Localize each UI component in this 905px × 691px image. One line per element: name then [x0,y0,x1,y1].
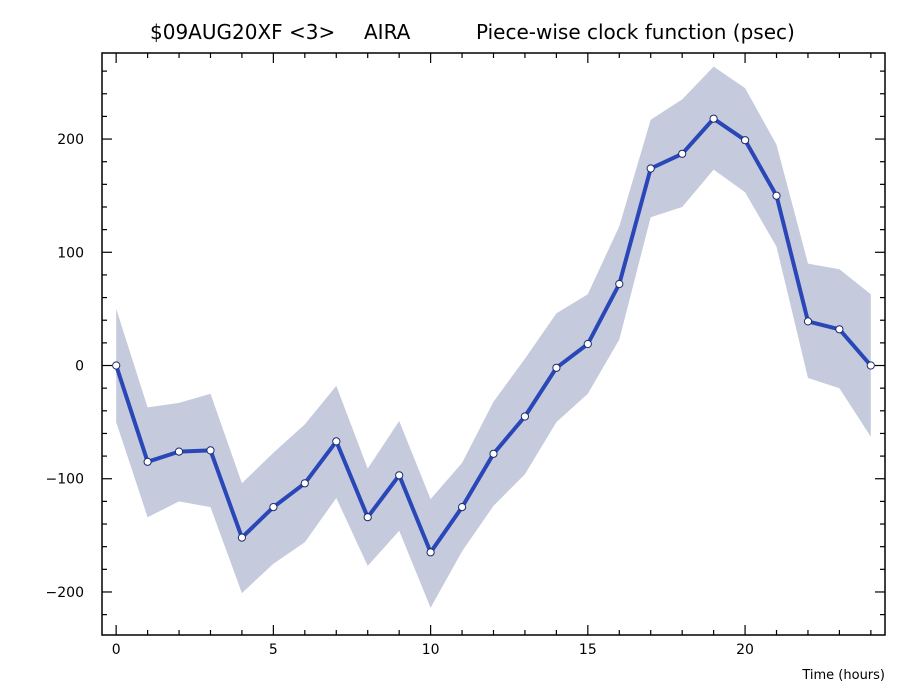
data-point [803,317,813,326]
x-tick-label: 5 [269,642,278,658]
y-tick-label: 0 [75,359,84,375]
chart-title: $09AUG20XF <3> AIRA Piece-wise clock fun… [150,20,795,44]
data-point [269,503,278,512]
y-tick-label: −100 [46,472,84,488]
data-point [206,446,215,455]
data-point [395,471,404,480]
x-tick-label: 20 [736,642,754,658]
y-tick-label: 100 [57,245,84,261]
uncertainty-band [116,66,871,608]
data-point [363,513,372,522]
data-point [112,361,121,370]
y-tick-label: 200 [57,132,84,148]
data-point [615,279,624,289]
data-point [866,361,875,370]
data-point [678,149,687,158]
data-point [237,533,246,542]
data-point [835,325,844,334]
data-point [646,164,655,173]
title-description: Piece-wise clock function (psec) [476,20,795,44]
x-tick-label: 0 [112,642,121,658]
uncertainty-band-layer [116,66,871,608]
data-point [458,503,467,512]
x-tick-label: 10 [422,642,440,658]
axis-ticks [102,53,885,635]
data-point [143,457,152,466]
data-point [741,136,750,145]
title-experiment: $09AUG20XF <3> [150,20,335,44]
data-point [520,412,530,421]
data-point [772,191,781,200]
data-point [332,437,341,446]
data-point [489,449,498,458]
x-tick-labels: 0 5 10 15 20 [112,642,754,658]
title-station: AIRA [364,20,411,44]
data-point [426,548,435,557]
y-tick-labels: −200 −100 0 100 200 [46,132,84,601]
data-point [174,447,184,456]
y-tick-label: −200 [46,585,84,601]
x-axis-label: Time (hours) [801,668,885,683]
x-tick-label: 15 [579,642,597,658]
data-point-layer [112,114,875,557]
data-point [583,339,592,349]
data-point [300,479,309,488]
data-point [709,114,718,123]
data-point [552,363,561,372]
